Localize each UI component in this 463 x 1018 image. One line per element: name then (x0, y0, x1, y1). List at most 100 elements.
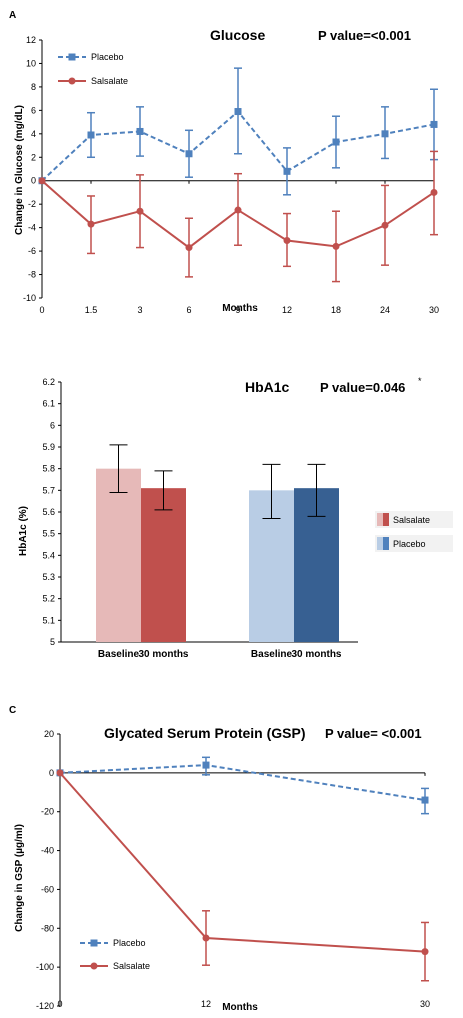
y-tick-label: 5.9 (42, 442, 55, 452)
y-tick-label: -6 (28, 246, 36, 256)
x-category-label: Baseline (251, 649, 293, 660)
p-value-label: P value=<0.001 (318, 28, 411, 43)
gsp-chart: C Glycated Serum Protein (GSP) P value= … (9, 705, 430, 1013)
y-tick-label: -2 (28, 199, 36, 209)
x-tick-label: 12 (201, 999, 211, 1009)
legend-marker (68, 77, 76, 85)
y-tick-label: 6 (31, 105, 36, 115)
x-tick-label: 3 (137, 305, 142, 315)
y-tick-label: 12 (26, 35, 36, 45)
legend-background (375, 535, 453, 552)
panel-label-c: C (9, 705, 16, 716)
data-point (421, 948, 429, 956)
y-axis-title: Change in GSP (µg/ml) (14, 824, 25, 932)
chart-title: Glycated Serum Protein (GSP) (104, 725, 306, 741)
y-tick-label: -60 (41, 884, 54, 894)
chart-title: HbA1c (245, 379, 290, 395)
legend-swatch-light (377, 537, 383, 550)
y-tick-label: -10 (23, 293, 36, 303)
y-tick-label: 4 (31, 129, 36, 139)
x-tick-label: 1.5 (85, 305, 98, 315)
y-tick-label: 5.6 (42, 507, 55, 517)
y-tick-label: 5.3 (42, 572, 55, 582)
legend-marker (90, 939, 98, 947)
legend-marker (68, 53, 76, 61)
p-value-label: P value=0.046 (320, 380, 405, 395)
y-tick-label: 2 (31, 152, 36, 162)
y-tick-label: -80 (41, 923, 54, 933)
y-tick-label: 5.8 (42, 464, 55, 474)
x-category-label: 30 months (138, 649, 188, 660)
legend-swatch-light (377, 513, 383, 526)
data-point (56, 769, 64, 777)
y-tick-label: -4 (28, 223, 36, 233)
y-tick-label: 10 (26, 58, 36, 68)
y-tick-label: 5.7 (42, 485, 55, 495)
hba1c-chart: HbA1c P value=0.046 * HbA1c (%) 6.2 6.1 6 5… (18, 376, 453, 660)
data-point (283, 237, 291, 245)
y-tick-label: 6.2 (42, 377, 55, 387)
data-point (283, 167, 291, 175)
data-point (430, 188, 438, 196)
y-tick-label: 5.5 (42, 529, 55, 539)
x-tick-label: 24 (380, 305, 390, 315)
data-point (234, 108, 242, 116)
y-axis-title: Change in Glucose (mg/dL) (14, 105, 25, 235)
legend-swatch-dark (383, 537, 389, 550)
panel-label-a: A (9, 10, 16, 21)
x-tick-label: 0 (57, 999, 62, 1009)
data-point (381, 130, 389, 138)
data-point (234, 206, 242, 214)
x-tick-label: 0 (39, 305, 44, 315)
y-tick-label: -20 (41, 807, 54, 817)
y-tick-label: 6.1 (42, 399, 55, 409)
legend-swatch-dark (383, 513, 389, 526)
x-category-label: 30 months (291, 649, 341, 660)
x-tick-label: 6 (186, 305, 191, 315)
legend-background (375, 511, 453, 528)
legend-label: Salsalate (113, 961, 150, 971)
legend-label: Salsalate (91, 76, 128, 86)
x-axis-title: Months (222, 1002, 258, 1013)
y-tick-label: 5 (50, 637, 55, 647)
x-axis-title: Months (222, 303, 258, 314)
chart-title: Glucose (210, 27, 265, 43)
y-tick-label: 8 (31, 82, 36, 92)
legend-label: Salsalate (393, 515, 430, 525)
data-point (87, 131, 95, 139)
y-tick-label: 0 (31, 176, 36, 186)
x-tick-label: 9 (235, 305, 240, 315)
x-category-label: Baseline (98, 649, 140, 660)
series-line-salsalate (59, 772, 426, 953)
series-line-placebo (59, 764, 426, 802)
plot-area: 6.2 6.1 6 5.9 5.8 5.7 5.6 5.5 5.4 5.3 5.2 5.1 5 Basel… (42, 377, 453, 660)
data-point (87, 220, 95, 228)
plot-area: 200-20-40-60-80-100-120 0 12 30PlaceboSalsa… (36, 729, 430, 1011)
data-point (332, 242, 340, 250)
data-point (421, 796, 429, 804)
data-point (136, 127, 144, 135)
x-tick-label: 12 (282, 305, 292, 315)
x-tick-label: 18 (331, 305, 341, 315)
data-point (202, 761, 210, 769)
y-tick-label: 5.4 (42, 550, 55, 560)
bar (141, 488, 186, 642)
bar (96, 468, 141, 642)
y-tick-label: 5.1 (42, 615, 55, 625)
legend-marker (90, 962, 98, 970)
y-tick-label: -100 (36, 962, 54, 972)
y-axis-title: HbA1c (%) (18, 506, 29, 556)
data-point (381, 221, 389, 229)
x-tick-label: 30 (429, 305, 439, 315)
p-value-mark: * (418, 376, 422, 386)
p-value-label: P value= <0.001 (325, 726, 422, 741)
legend-label: Placebo (113, 938, 146, 948)
legend-label: Placebo (91, 52, 124, 62)
y-tick-label: 20 (44, 729, 54, 739)
y-tick-label: -8 (28, 270, 36, 280)
y-tick-label: 0 (49, 768, 54, 778)
legend-label: Placebo (393, 539, 426, 549)
data-point (38, 177, 46, 185)
data-point (332, 138, 340, 146)
